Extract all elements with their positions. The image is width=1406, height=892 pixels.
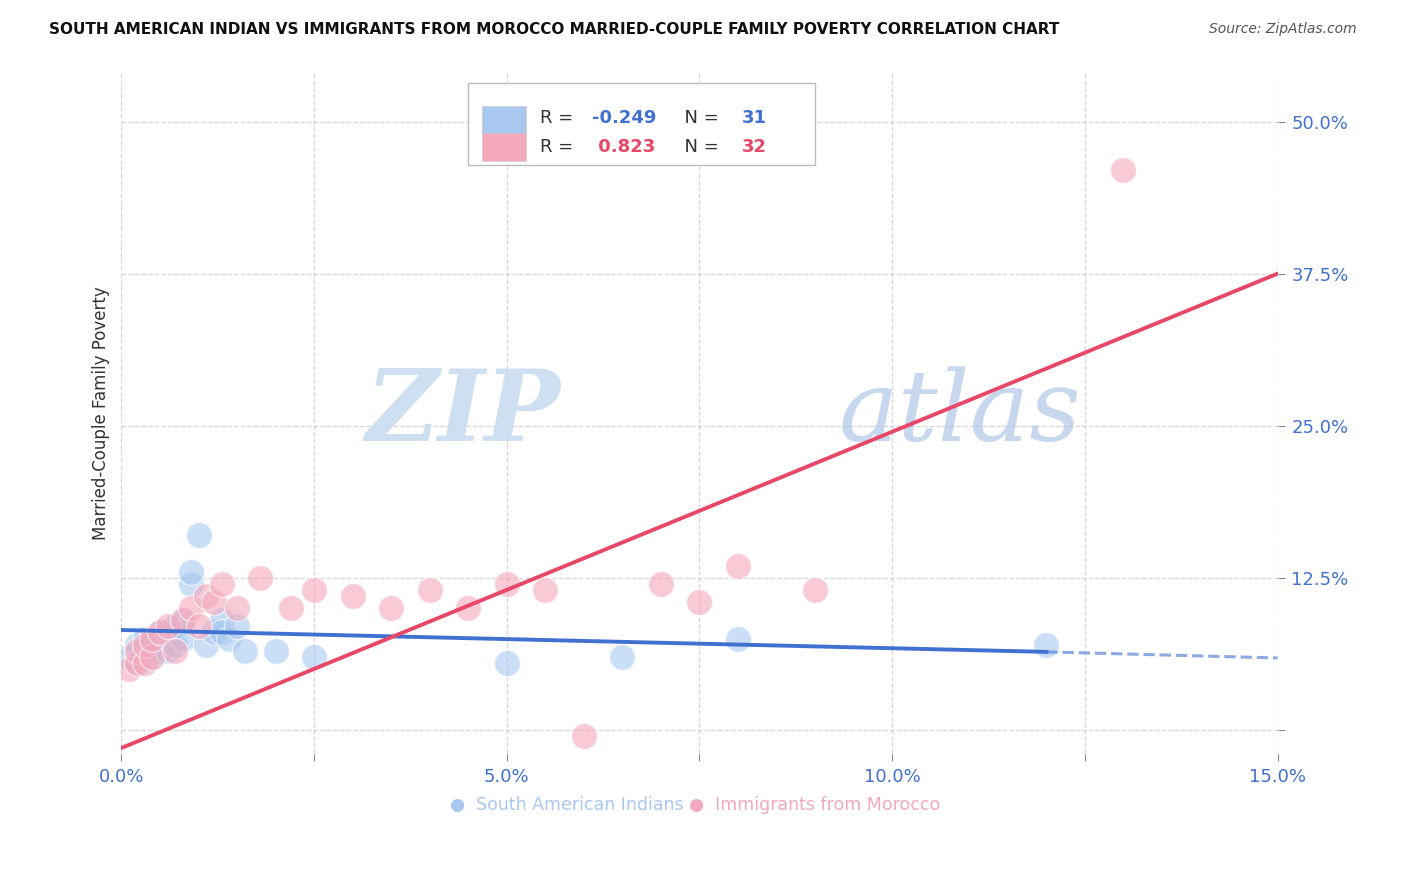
FancyBboxPatch shape xyxy=(482,105,526,135)
Point xyxy=(125,656,148,670)
Text: ●  Immigrants from Morocco: ● Immigrants from Morocco xyxy=(689,797,941,814)
Text: Source: ZipAtlas.com: Source: ZipAtlas.com xyxy=(1209,22,1357,37)
Point xyxy=(165,619,187,633)
Point xyxy=(125,638,148,652)
Text: 31: 31 xyxy=(742,110,768,128)
Point xyxy=(134,632,156,646)
Point xyxy=(804,582,827,597)
Point xyxy=(218,632,240,646)
Point xyxy=(689,595,711,609)
Point xyxy=(342,589,364,603)
Point xyxy=(165,643,187,657)
Point xyxy=(211,576,233,591)
Point xyxy=(180,565,202,579)
Point xyxy=(249,571,271,585)
Point xyxy=(125,643,148,657)
Point xyxy=(180,576,202,591)
Point xyxy=(187,528,209,542)
Point xyxy=(156,625,179,640)
Point xyxy=(1112,163,1135,178)
Text: R =: R = xyxy=(540,110,579,128)
Point xyxy=(302,649,325,664)
Point xyxy=(156,643,179,657)
Point xyxy=(226,619,249,633)
Point xyxy=(727,632,749,646)
Text: 32: 32 xyxy=(742,138,768,156)
Point xyxy=(134,643,156,657)
Text: atlas: atlas xyxy=(838,366,1081,461)
Point xyxy=(302,582,325,597)
Text: 0.823: 0.823 xyxy=(592,138,655,156)
Point xyxy=(233,643,256,657)
Point xyxy=(118,649,141,664)
Point xyxy=(202,625,225,640)
Point xyxy=(180,601,202,615)
Point xyxy=(195,638,218,652)
Bar xyxy=(468,83,815,165)
Point xyxy=(195,589,218,603)
Point xyxy=(156,619,179,633)
Point xyxy=(172,613,194,627)
Point xyxy=(1035,638,1057,652)
Point xyxy=(226,601,249,615)
Point xyxy=(172,613,194,627)
Point xyxy=(134,656,156,670)
Text: -0.249: -0.249 xyxy=(592,110,657,128)
Point xyxy=(134,638,156,652)
Point xyxy=(202,595,225,609)
Point xyxy=(280,601,302,615)
Point xyxy=(650,576,672,591)
Text: SOUTH AMERICAN INDIAN VS IMMIGRANTS FROM MOROCCO MARRIED-COUPLE FAMILY POVERTY C: SOUTH AMERICAN INDIAN VS IMMIGRANTS FROM… xyxy=(49,22,1060,37)
Point xyxy=(457,601,479,615)
Point xyxy=(419,582,441,597)
Point xyxy=(165,638,187,652)
Point xyxy=(572,729,595,743)
Point xyxy=(495,656,517,670)
Text: ●  South American Indians: ● South American Indians xyxy=(450,797,683,814)
Point xyxy=(380,601,402,615)
Point xyxy=(727,558,749,573)
Point xyxy=(211,613,233,627)
Point xyxy=(118,662,141,676)
Point xyxy=(149,625,172,640)
Y-axis label: Married-Couple Family Poverty: Married-Couple Family Poverty xyxy=(93,286,110,541)
Text: R =: R = xyxy=(540,138,579,156)
Point xyxy=(211,625,233,640)
Point xyxy=(141,632,163,646)
Point xyxy=(264,643,287,657)
Point xyxy=(495,576,517,591)
Point xyxy=(141,649,163,664)
Point xyxy=(141,649,163,664)
Point xyxy=(125,656,148,670)
Text: N =: N = xyxy=(673,110,724,128)
Point xyxy=(612,649,634,664)
Text: N =: N = xyxy=(673,138,724,156)
FancyBboxPatch shape xyxy=(482,133,526,161)
Point xyxy=(187,619,209,633)
Point xyxy=(141,638,163,652)
Point xyxy=(149,643,172,657)
Point xyxy=(172,632,194,646)
Point xyxy=(534,582,557,597)
Point xyxy=(149,632,172,646)
Text: ZIP: ZIP xyxy=(366,365,561,462)
Point xyxy=(149,625,172,640)
